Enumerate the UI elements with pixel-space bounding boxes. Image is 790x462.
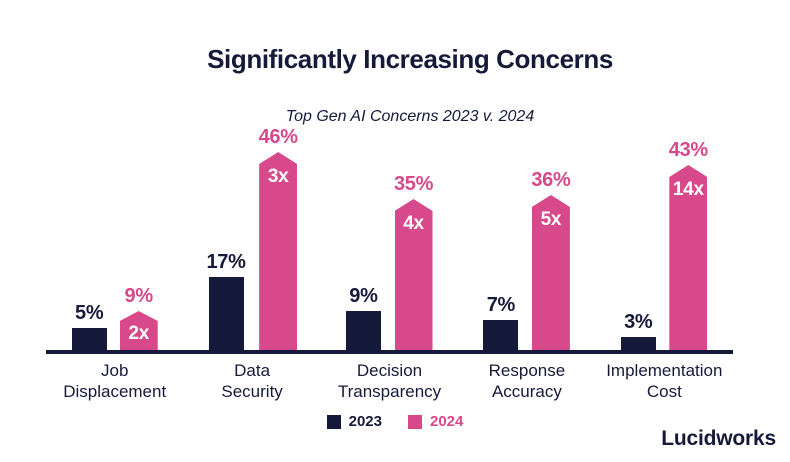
bar-column-2024: 46% 3x — [259, 127, 298, 350]
value-label-2024: 9% — [124, 285, 154, 307]
multiplier-label: 4x — [403, 213, 424, 234]
bar-column-2024: 36% 5x — [531, 169, 571, 350]
category-labels: Job Displacement Data Security Decision Trans… — [46, 360, 733, 402]
bar-column-2024: 43% 14x — [669, 140, 708, 350]
legend-item-2023: 2023 — [326, 413, 382, 430]
category-label: Job Displacement — [63, 361, 167, 401]
value-label-2023: 5% — [75, 302, 104, 324]
category-label: Data Security — [221, 361, 283, 401]
bar-column-2023: 3% — [620, 311, 656, 350]
bars-area: 5% 9% 2x 17% 46% 3x 9% 35% — [46, 118, 733, 350]
legend-label-2024: 2024 — [430, 413, 464, 430]
bar-2024: 2x — [119, 311, 158, 350]
bar-2023 — [345, 311, 381, 350]
legend-swatch-2023 — [326, 414, 341, 429]
bar-2024: 14x — [669, 165, 708, 350]
value-label-2024: 43% — [668, 139, 708, 161]
value-label-2023: 9% — [349, 285, 378, 307]
category-label: Response Accuracy — [488, 361, 566, 401]
value-label-2023: 3% — [624, 311, 653, 333]
category-group: 17% 46% 3x — [183, 118, 320, 350]
category-group: 9% 35% 4x — [321, 118, 458, 350]
category-label: Implementation Cost — [606, 361, 723, 401]
legend-swatch-2024 — [408, 414, 422, 429]
bar-2023 — [620, 337, 656, 350]
bar-column-2023: 9% — [345, 285, 381, 350]
lucidworks-logo: Lucidworks — [661, 427, 776, 450]
bar-2023 — [71, 328, 107, 350]
bar-chart: 5% 9% 2x 17% 46% 3x 9% 35% — [46, 118, 733, 402]
multiplier-label: 5x — [540, 209, 562, 230]
bar-2024: 3x — [259, 152, 298, 350]
category-group: 5% 9% 2x — [46, 118, 183, 350]
bar-column-2024: 9% 2x — [119, 285, 158, 350]
chart-title: Significantly Increasing Concerns — [207, 44, 613, 74]
value-label-2023: 17% — [206, 251, 246, 273]
multiplier-label: 14x — [672, 179, 704, 200]
legend-item-2024: 2024 — [408, 414, 463, 429]
category-label: Decision Transparency — [337, 361, 442, 401]
bar-column-2023: 5% — [71, 302, 107, 350]
multiplier-label: 3x — [267, 166, 289, 187]
value-label-2024: 46% — [258, 126, 298, 148]
bar-column-2023: 7% — [483, 294, 519, 350]
category-group: 7% 36% 5x — [458, 118, 595, 350]
legend: 2023 2024 — [0, 414, 790, 429]
x-axis-baseline — [46, 350, 733, 354]
multiplier-label: 2x — [128, 323, 149, 344]
bar-column-2024: 35% 4x — [394, 174, 433, 350]
bar-2024: 4x — [394, 199, 433, 350]
category-group: 3% 43% 14x — [596, 118, 733, 350]
bar-2024: 5x — [531, 195, 570, 350]
bar-column-2023: 17% — [206, 251, 246, 350]
value-label-2024: 36% — [531, 169, 571, 191]
legend-label-2023: 2023 — [348, 413, 382, 430]
value-label-2024: 35% — [393, 173, 434, 195]
bar-2023 — [208, 277, 244, 350]
value-label-2023: 7% — [486, 294, 516, 316]
bar-2023 — [483, 320, 519, 350]
chart-subtitle: Top Gen AI Concerns 2023 v. 2024 — [285, 108, 535, 125]
